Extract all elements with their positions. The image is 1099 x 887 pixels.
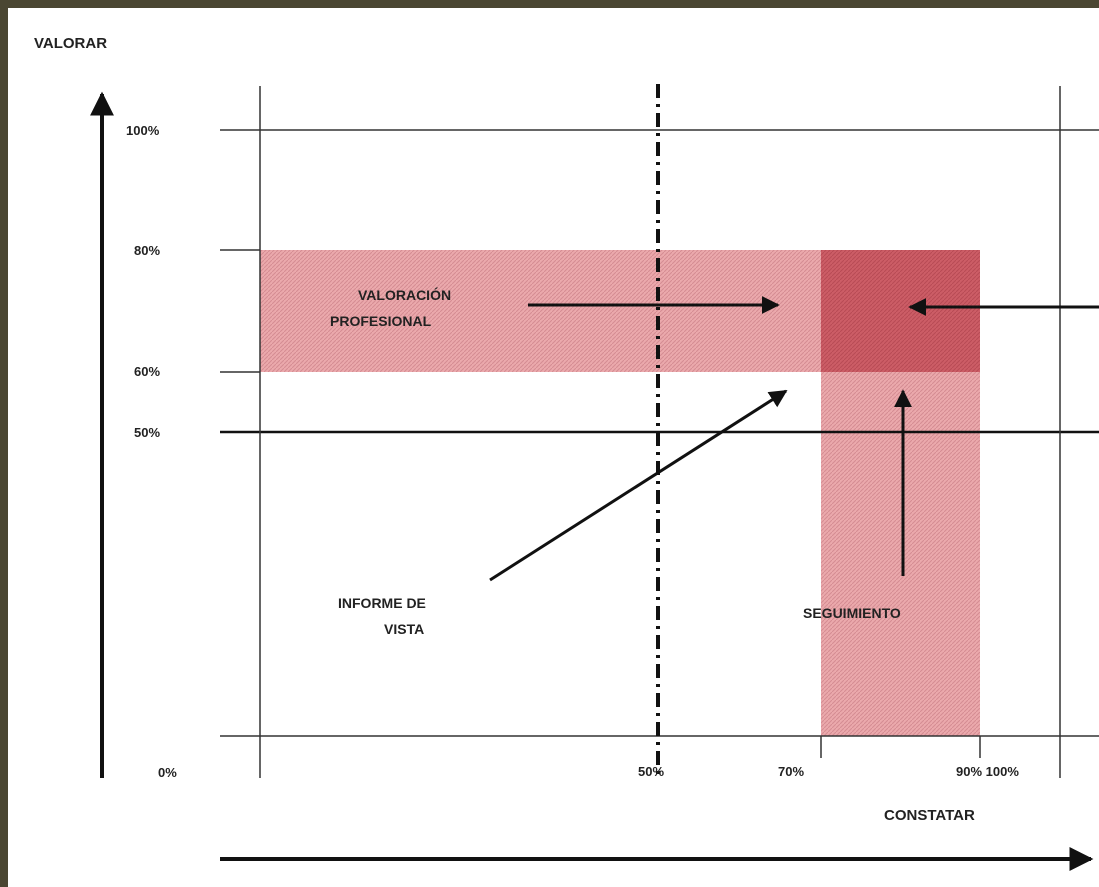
valoracion-label-2: PROFESIONAL bbox=[330, 313, 432, 329]
y-axis-label: VALORAR bbox=[34, 35, 107, 52]
diagram-canvas: VALORAR CONSTATAR 100% 80% 60% 50% 0% 50… bbox=[34, 35, 1099, 871]
x-tick-70: 70% bbox=[778, 764, 804, 779]
y-tick-60: 60% bbox=[134, 364, 160, 379]
y-tick-0: 0% bbox=[158, 765, 177, 780]
y-tick-80: 80% bbox=[134, 243, 160, 258]
informe-label-2: VISTA bbox=[384, 621, 424, 637]
diagram-frame: VALORAR CONSTATAR 100% 80% 60% 50% 0% 50… bbox=[8, 8, 1099, 887]
y-tick-50: 50% bbox=[134, 425, 160, 440]
informe-arrow bbox=[489, 389, 788, 582]
informe-label-1: INFORME DE bbox=[338, 595, 426, 611]
x-axis-label: CONSTATAR bbox=[884, 807, 975, 824]
seguimiento-band bbox=[821, 372, 980, 736]
valoracion-label-1: VALORACIÓN bbox=[358, 286, 451, 303]
x-tick-90-100: 90% 100% bbox=[956, 764, 1019, 779]
y-tick-100: 100% bbox=[126, 123, 160, 138]
overlap-zone bbox=[821, 250, 980, 372]
x-tick-50: 50% bbox=[638, 764, 664, 779]
seguimiento-label: SEGUIMIENTO bbox=[803, 605, 901, 621]
